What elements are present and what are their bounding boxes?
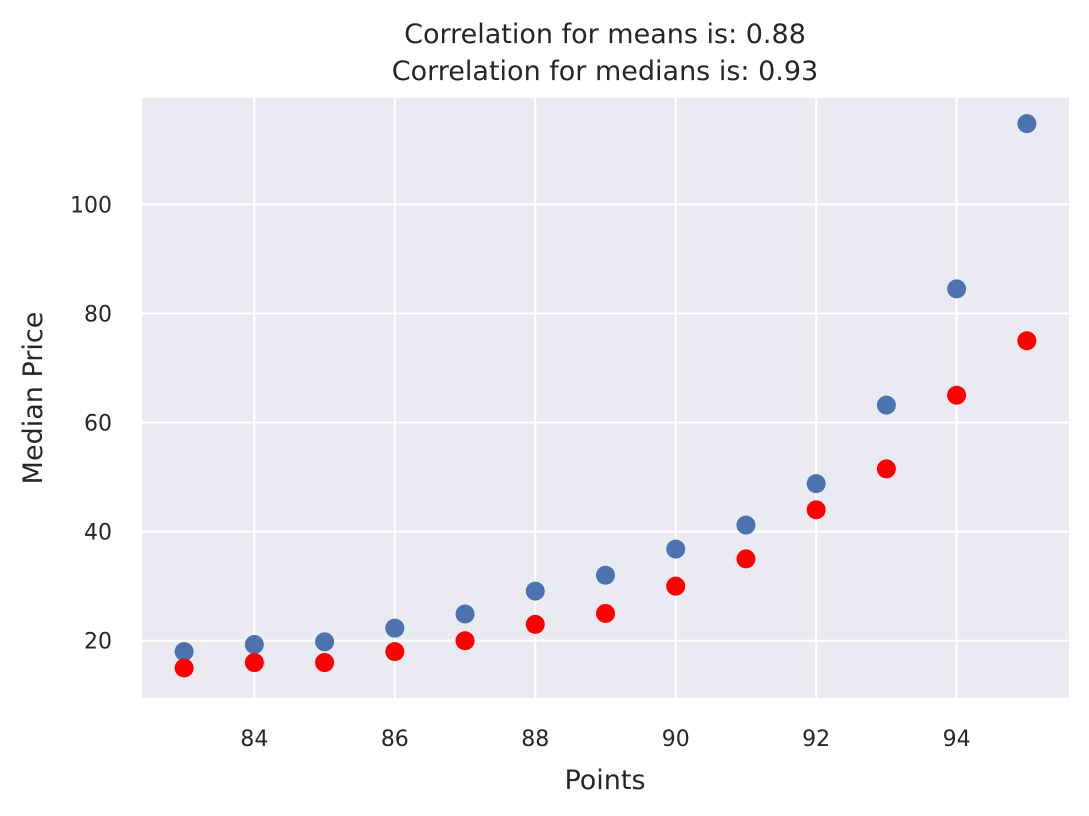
data-points <box>174 114 1037 678</box>
data-point <box>736 549 756 569</box>
y-tick-label: 80 <box>84 302 112 327</box>
series-0 <box>174 114 1037 662</box>
data-point <box>666 576 686 596</box>
series-1 <box>174 331 1037 678</box>
data-point <box>876 395 896 415</box>
x-tick-label: 92 <box>802 727 830 752</box>
data-point <box>244 653 264 673</box>
x-tick-label: 84 <box>240 727 268 752</box>
grid-lines <box>142 98 1069 698</box>
data-point <box>806 500 826 520</box>
data-point <box>385 618 405 638</box>
x-axis-label: Points <box>564 765 645 796</box>
chart-title-line-2: Correlation for medians is: 0.93 <box>392 56 818 87</box>
data-point <box>736 515 756 535</box>
data-point <box>455 631 475 651</box>
data-point <box>455 604 475 624</box>
data-point <box>525 581 545 601</box>
y-axis-label: Median Price <box>18 312 49 485</box>
y-tick-label: 20 <box>84 630 112 655</box>
data-point <box>947 385 967 405</box>
data-point <box>385 642 405 662</box>
data-point <box>596 565 615 585</box>
y-tick-labels: 20 40 60 80 100 <box>70 193 112 654</box>
chart-title-line-1: Correlation for means is: 0.88 <box>404 19 806 50</box>
x-tick-label: 86 <box>381 727 409 752</box>
data-point <box>1017 331 1037 351</box>
data-point <box>244 635 264 655</box>
data-point <box>596 603 615 623</box>
data-point <box>876 459 896 479</box>
data-point <box>174 642 194 662</box>
y-tick-label: 40 <box>84 521 112 546</box>
data-point <box>315 632 335 652</box>
data-point <box>947 279 967 299</box>
data-point <box>666 539 686 559</box>
data-point <box>806 474 826 494</box>
y-tick-label: 60 <box>84 412 112 437</box>
x-tick-label: 88 <box>521 727 549 752</box>
data-point <box>315 653 335 673</box>
data-point <box>525 614 545 634</box>
data-point <box>1017 114 1037 134</box>
plot-area <box>142 98 1069 698</box>
x-tick-labels: 84 86 88 90 92 94 <box>240 727 970 752</box>
y-tick-label: 100 <box>70 193 112 218</box>
data-point <box>174 658 194 678</box>
x-tick-label: 90 <box>662 727 690 752</box>
x-tick-label: 94 <box>943 727 971 752</box>
